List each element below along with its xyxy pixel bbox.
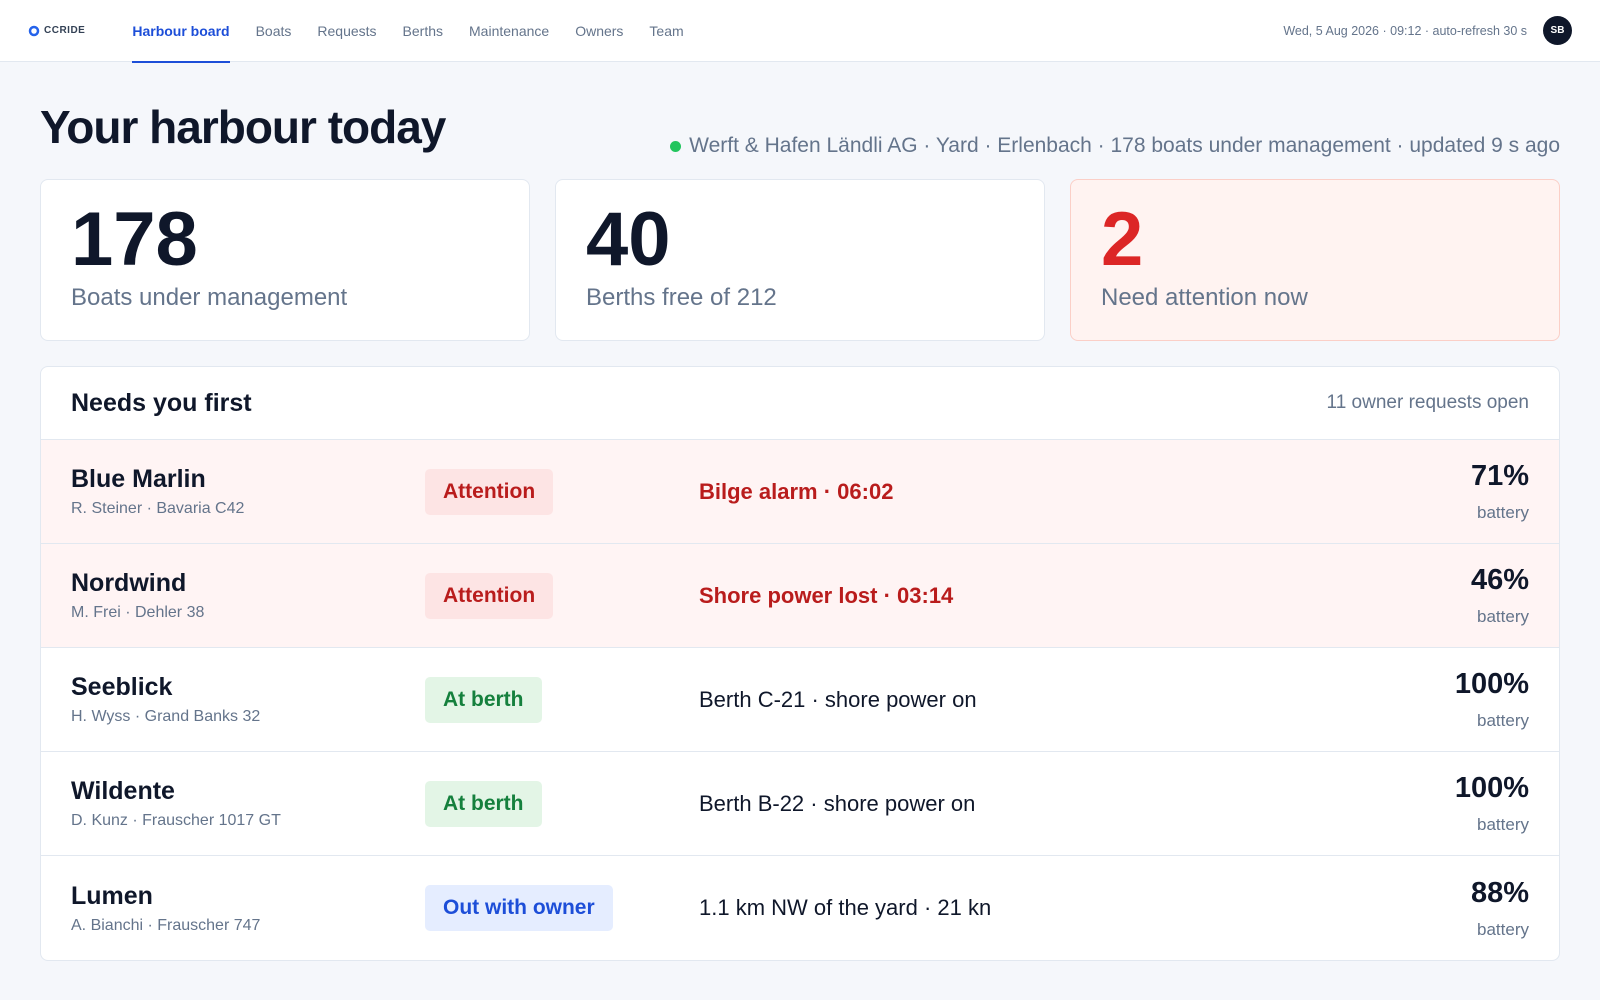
stat-label: Berths free of 212 xyxy=(586,284,777,311)
stat-card: 178 Boats under management xyxy=(40,179,530,341)
battery: 88% battery xyxy=(1471,877,1529,940)
stat-value: 40 xyxy=(586,197,671,282)
boat-row[interactable]: Seeblick H. Wyss · Grand Banks 32 At berth… xyxy=(41,648,1559,752)
boat-detail: Berth B-22 · shore power on xyxy=(699,790,976,816)
clock: Wed, 5 Aug 2026 · 09:12 · auto-refresh 3… xyxy=(1283,23,1527,38)
status-cell: Attention xyxy=(425,572,699,619)
battery-label: battery xyxy=(1477,815,1529,834)
tab[interactable]: Requests xyxy=(317,22,377,39)
tab[interactable]: Boats xyxy=(255,22,292,39)
boat-detail: Berth C-21 · shore power on xyxy=(699,686,977,712)
status: Werft & Hafen Ländli AG · Yard · Erlenba… xyxy=(670,134,1560,158)
tab[interactable]: Berths xyxy=(402,22,444,39)
top-nav: CCRIDE Harbour board Boats Requests Bert… xyxy=(0,0,1600,63)
battery-label: battery xyxy=(1477,711,1529,730)
status-cell: Attention xyxy=(425,468,699,515)
status-badge: Out with owner xyxy=(425,885,613,931)
panel-header: Needs you first 11 owner requests open xyxy=(41,367,1559,440)
panel: Needs you first 11 owner requests open Bl… xyxy=(40,366,1560,961)
stat-value: 178 xyxy=(71,197,198,282)
boat-owner: A. Bianchi · Frauscher 747 xyxy=(71,916,261,934)
stat-card: 40 Berths free of 212 xyxy=(555,179,1045,341)
boat-row[interactable]: Wildente D. Kunz · Frauscher 1017 GT At be… xyxy=(41,752,1559,856)
boat-row[interactable]: Lumen A. Bianchi · Frauscher 747 Out with … xyxy=(41,856,1559,960)
boat-name: Seeblick xyxy=(71,673,173,701)
page-title: Your harbour today xyxy=(40,101,446,153)
tabs: Harbour board Boats Requests Berths Main… xyxy=(119,0,696,63)
battery-percent: 100% xyxy=(1454,772,1529,804)
avatar[interactable]: SB xyxy=(1543,16,1572,45)
boat-info: Nordwind M. Frei · Dehler 38 xyxy=(71,569,425,622)
status-badge: At berth xyxy=(425,780,542,827)
boat-name: Lumen xyxy=(71,881,153,910)
boat-info: Wildente D. Kunz · Frauscher 1017 GT xyxy=(71,777,425,830)
panel-meta[interactable]: 11 owner requests open xyxy=(1326,392,1529,413)
battery-percent: 88% xyxy=(1470,876,1529,909)
boat-owner: M. Frei · Dehler 38 xyxy=(71,604,205,621)
boat-detail: Shore power lost · 03:14 xyxy=(699,582,954,608)
boat-detail: 1.1 km NW of the yard · 21 kn xyxy=(699,895,992,920)
boat-info: Lumen A. Bianchi · Frauscher 747 xyxy=(71,882,425,935)
boat-owner: H. Wyss · Grand Banks 32 xyxy=(71,708,261,725)
battery-label: battery xyxy=(1477,919,1529,939)
status-badge: At berth xyxy=(425,676,542,723)
boat-row[interactable]: Nordwind M. Frei · Dehler 38 Attention Shor… xyxy=(41,544,1559,648)
boat-name: Blue Marlin xyxy=(71,465,206,493)
logo-icon xyxy=(28,25,40,36)
battery-label: battery xyxy=(1477,503,1529,522)
status-badge: Attention xyxy=(425,468,554,515)
battery-label: battery xyxy=(1477,607,1529,626)
boat-detail: Bilge alarm · 06:02 xyxy=(699,478,894,504)
stat-label: Need attention now xyxy=(1101,284,1308,311)
tab[interactable]: Maintenance xyxy=(469,22,550,39)
boat-owner: D. Kunz · Frauscher 1017 GT xyxy=(71,812,281,829)
battery-percent: 71% xyxy=(1470,460,1529,492)
boat-name: Wildente xyxy=(71,777,175,805)
main: Your harbour today Werft & Hafen Ländli … xyxy=(0,62,1600,961)
tab[interactable]: Team xyxy=(649,22,684,39)
logo-text: CCRIDE xyxy=(44,25,86,36)
stat-label: Boats under management xyxy=(71,284,348,311)
status-cell: At berth xyxy=(425,676,699,723)
battery-percent: 46% xyxy=(1470,564,1529,596)
battery: 46% battery xyxy=(1471,564,1529,627)
stat-card: 2 Need attention now xyxy=(1070,179,1560,341)
panel-title: Needs you first xyxy=(71,388,252,417)
tab[interactable]: Owners xyxy=(575,22,624,39)
logo[interactable]: CCRIDE xyxy=(28,25,85,37)
status-cell: At berth xyxy=(425,780,699,827)
status-dot xyxy=(670,140,682,152)
status-text: Werft & Hafen Ländli AG · Yard · Erlenba… xyxy=(689,134,1560,157)
status-badge: Attention xyxy=(425,572,554,619)
boat-info: Blue Marlin R. Steiner · Bavaria C42 xyxy=(71,465,425,518)
header: Your harbour today Werft & Hafen Ländli … xyxy=(40,62,1560,174)
boat-owner: R. Steiner · Bavaria C42 xyxy=(71,500,245,517)
boat-name: Nordwind xyxy=(71,569,187,597)
boat-row[interactable]: Blue Marlin R. Steiner · Bavaria C42 Atten… xyxy=(41,440,1559,544)
stat-value: 2 xyxy=(1101,197,1144,282)
battery: 100% battery xyxy=(1455,668,1529,731)
battery: 100% battery xyxy=(1455,772,1529,835)
battery: 71% battery xyxy=(1471,460,1529,523)
battery-percent: 100% xyxy=(1454,668,1529,700)
stats: 178 Boats under management 40 Berths free … xyxy=(40,179,1560,341)
boat-info: Seeblick H. Wyss · Grand Banks 32 xyxy=(71,673,425,726)
status-cell: Out with owner xyxy=(425,885,699,931)
tab[interactable]: Harbour board xyxy=(119,0,242,63)
